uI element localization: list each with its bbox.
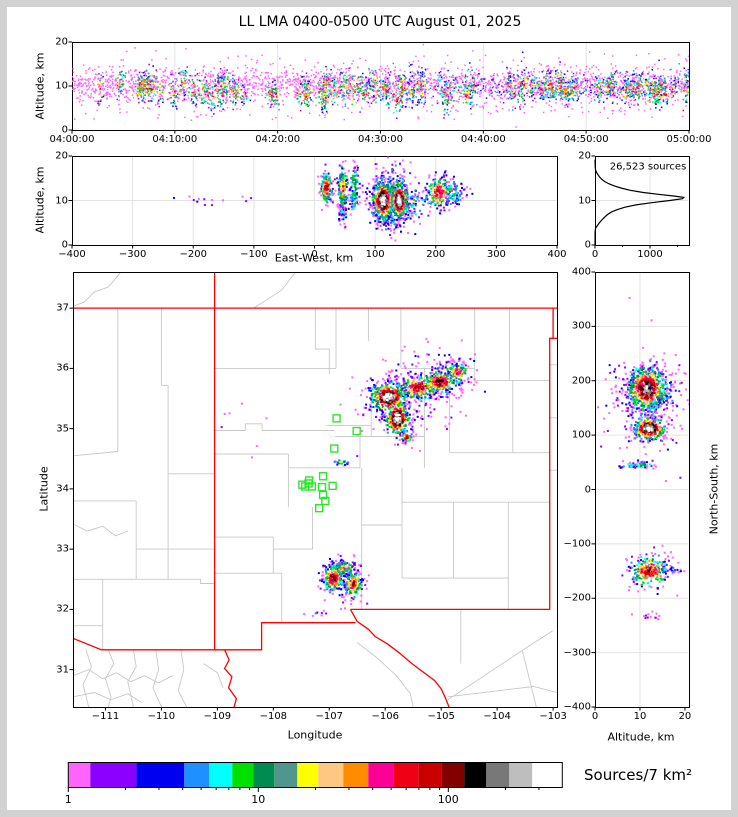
colorbar-segment	[509, 762, 533, 787]
tick-label: 0	[61, 239, 68, 251]
tick-label: 400	[571, 266, 591, 278]
colorbar-segment	[532, 762, 563, 787]
ns-panel-ylabel: North-South, km	[707, 443, 721, 535]
tick-label: 04:20:00	[255, 134, 301, 145]
tick-label: 32	[56, 603, 69, 615]
tick-label: −105	[427, 711, 455, 722]
tick-label: 400	[547, 249, 567, 260]
tick-label: −200	[179, 249, 207, 260]
north-south-scatter-canvas	[595, 272, 689, 707]
tick-label: 10	[55, 195, 68, 206]
tick-label: 20	[578, 150, 591, 162]
map-ylabel: Latitude	[37, 466, 51, 512]
tick-label: 200	[571, 375, 591, 387]
tick-label: −111	[91, 711, 120, 722]
tick-label: −100	[240, 249, 268, 260]
tick-label: 0	[591, 711, 599, 722]
tick-label: −100	[563, 538, 591, 550]
colorbar-segment	[136, 762, 185, 787]
histogram-annotation: 26,523 sources	[609, 161, 687, 173]
east-west-scatter-canvas	[72, 156, 557, 245]
tick-label: 300	[571, 320, 591, 332]
colorbar-label: Sources/7 km²	[584, 766, 693, 784]
colorbar-tick-label: 1	[64, 793, 72, 806]
tick-label: −103	[539, 711, 567, 722]
tick-label: 20	[55, 36, 68, 48]
colorbar-segment	[253, 762, 275, 787]
tick-label: −109	[203, 711, 232, 722]
map-xlabel: Longitude	[287, 728, 343, 742]
tick-label: 100	[571, 429, 591, 441]
altitude-histogram-curve	[594, 159, 686, 246]
tick-label: 0	[311, 249, 318, 260]
tick-label: 300	[486, 249, 506, 260]
tick-label: 0	[584, 484, 591, 495]
histogram-panel-frame	[595, 156, 690, 246]
colorbar-tick-label: 10	[251, 793, 266, 806]
tick-label: 1000	[637, 249, 663, 260]
colorbar-segment	[441, 762, 465, 787]
tick-label: −108	[259, 711, 288, 722]
tick-label: 100	[365, 249, 385, 260]
colorbar-segment	[209, 762, 233, 787]
time-panel-ylabel: Altitude, km	[33, 52, 47, 120]
tick-label: 0	[584, 239, 591, 251]
colorbar-segment	[486, 762, 510, 787]
colorbar-segment	[464, 762, 487, 787]
tick-label: 33	[56, 543, 69, 555]
colorbar-segment	[90, 762, 137, 787]
colorbar-segment	[184, 762, 210, 787]
tick-label: 34	[56, 483, 69, 495]
time-height-scatter-canvas	[72, 42, 689, 130]
tick-label: 05:00:00	[666, 134, 712, 145]
tick-label: −300	[118, 249, 147, 260]
ns-panel-xlabel: Altitude, km	[607, 730, 675, 744]
tick-label: −300	[563, 647, 591, 659]
tick-label: −110	[147, 711, 176, 722]
tick-label: −104	[483, 711, 511, 722]
colorbar-segment	[368, 762, 394, 787]
tick-label: 200	[426, 249, 446, 260]
plan-map-scatter-canvas	[73, 272, 557, 707]
tick-label: −200	[563, 592, 591, 604]
tick-label: 10	[633, 711, 647, 722]
colorbar-segment	[68, 762, 91, 787]
colorbar-segment	[318, 762, 344, 787]
tick-label: 04:00:00	[49, 134, 95, 145]
tick-label: 04:50:00	[563, 134, 609, 145]
tick-label: 10	[55, 80, 68, 92]
colorbar-segment	[232, 762, 254, 787]
tick-label: 37	[56, 302, 69, 314]
tick-label: 36	[56, 362, 69, 374]
colorbar-tick-label: 100	[437, 793, 459, 806]
tick-label: −400	[563, 701, 591, 713]
tick-label: 0	[591, 249, 599, 260]
colorbar-segment	[393, 762, 419, 787]
tick-label: −107	[315, 711, 343, 722]
ew-panel-xlabel: East-West, km	[274, 251, 354, 265]
tick-label: 20	[55, 150, 68, 162]
plot-title: LL LMA 0400-0500 UTC August 01, 2025	[238, 14, 522, 30]
tick-label: −400	[58, 249, 86, 260]
colorbar-segment	[274, 762, 298, 787]
tick-label: 04:40:00	[460, 134, 506, 145]
tick-label: 10	[578, 195, 591, 206]
tick-label: −106	[371, 711, 399, 722]
ew-panel-ylabel: Altitude, km	[33, 166, 47, 234]
colorbar-segment	[343, 762, 369, 787]
tick-label: 20	[678, 711, 692, 722]
colorbar-segment	[297, 762, 319, 787]
tick-label: 35	[56, 423, 69, 435]
tick-label: 0	[61, 124, 68, 136]
tick-label: 04:10:00	[152, 134, 198, 145]
colorbar-segment	[418, 762, 442, 787]
tick-label: 31	[56, 664, 69, 676]
tick-label: 04:30:00	[358, 134, 403, 145]
